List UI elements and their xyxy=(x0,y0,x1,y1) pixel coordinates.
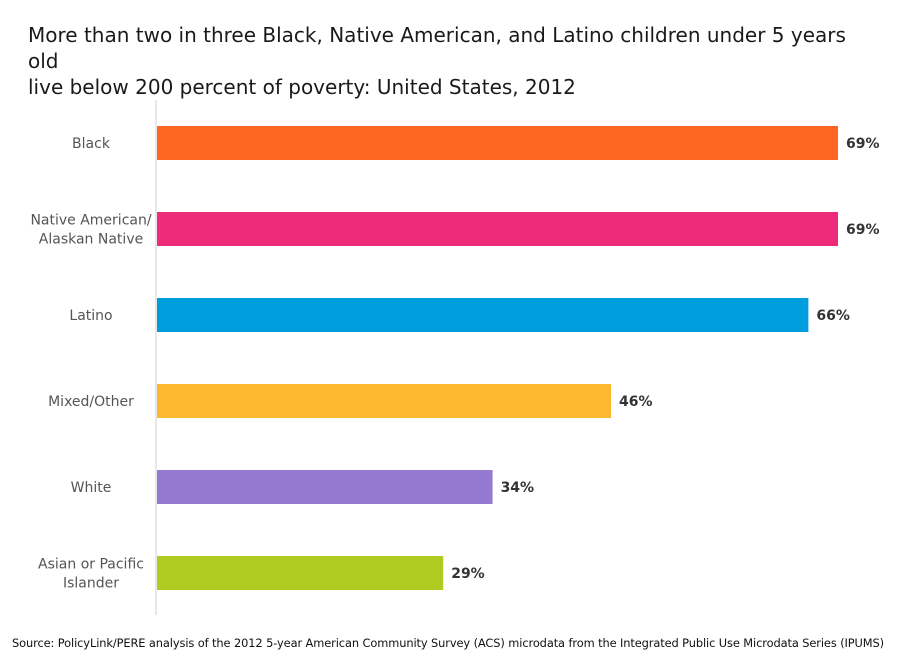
bar-2 xyxy=(157,298,809,332)
value-label-1: 69% xyxy=(846,222,880,238)
value-label-0: 69% xyxy=(846,136,880,152)
bar-0 xyxy=(157,126,838,160)
chart-title-line-1: More than two in three Black, Native Ame… xyxy=(28,23,846,73)
value-label-3: 46% xyxy=(619,394,653,410)
bar-3 xyxy=(157,384,611,418)
source-note: Source: PolicyLink/PERE analysis of the … xyxy=(12,636,885,650)
bars-group: 69% Black 69% Native American/Alaskan Nativ… xyxy=(30,126,880,592)
category-label-2: Latino xyxy=(69,308,112,324)
category-label-1: Native American/Alaskan Native xyxy=(30,213,151,248)
category-label-3: Mixed/Other xyxy=(48,394,134,410)
chart-title: More than two in three Black, Native Ame… xyxy=(28,22,848,100)
value-label-2: 66% xyxy=(816,308,850,324)
value-label-5: 29% xyxy=(451,566,485,582)
category-label-0: Black xyxy=(72,136,111,152)
bar-1 xyxy=(157,212,838,246)
chart-title-line-2: live below 200 percent of poverty: Unite… xyxy=(28,75,576,99)
value-label-4: 34% xyxy=(501,480,535,496)
category-label-5: Asian or Pacific Islander xyxy=(38,557,144,592)
category-label-4: White xyxy=(71,480,112,496)
bar-5 xyxy=(157,556,444,590)
bar-4 xyxy=(157,470,493,504)
